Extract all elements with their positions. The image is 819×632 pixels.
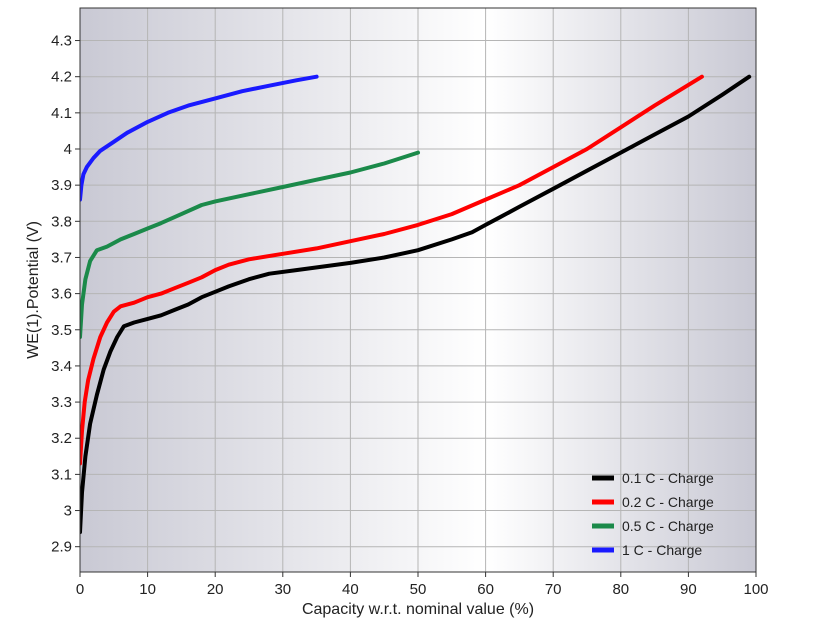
y-tick-label: 3.3 <box>51 394 72 411</box>
legend-label-0: 0.1 C - Charge <box>622 470 714 486</box>
x-tick-label: 40 <box>342 581 359 598</box>
x-tick-label: 50 <box>410 581 427 598</box>
legend-label-3: 1 C - Charge <box>622 542 702 558</box>
y-axis: 2.9 3 3.1 3.2 3.3 3.4 3.5 3.6 3.7 3.8 3.9 4 4.1 4.2 4.… <box>51 33 80 556</box>
x-tick-label: 20 <box>207 581 224 598</box>
y-tick-label: 3 <box>64 503 72 520</box>
y-tick-label: 3.7 <box>51 249 72 266</box>
legend-label-2: 0.5 C - Charge <box>622 518 714 534</box>
y-tick-label: 4 <box>64 141 72 158</box>
y-tick-label: 3.5 <box>51 322 72 339</box>
x-tick-label: 30 <box>274 581 291 598</box>
y-tick-label: 3.9 <box>51 177 72 194</box>
series-line-2 <box>80 150 420 339</box>
y-tick-label: 2.9 <box>51 539 72 556</box>
x-tick-label: 60 <box>477 581 494 598</box>
y-tick-label: 4.1 <box>51 105 72 122</box>
y-tick-label: 3.1 <box>51 466 72 483</box>
x-axis: 0 10 20 30 40 50 60 70 80 90 100 <box>76 572 769 598</box>
legend-label-1: 0.2 C - Charge <box>622 494 714 510</box>
x-tick-label: 70 <box>545 581 562 598</box>
y-axis-label: WE(1).Potential (V) <box>25 221 42 359</box>
x-tick-label: 0 <box>76 581 84 598</box>
series-line-1 <box>80 74 704 466</box>
series-layer <box>80 74 752 535</box>
legend: 0.1 C - Charge 0.2 C - Charge 0.5 C - Char… <box>592 470 714 558</box>
x-tick-label: 10 <box>139 581 156 598</box>
series-line-0 <box>80 74 752 535</box>
x-axis-label: Capacity w.r.t. nominal value (%) <box>302 601 534 618</box>
y-tick-label: 4.2 <box>51 69 72 86</box>
series-line-3 <box>80 74 319 202</box>
y-tick-label: 3.2 <box>51 430 72 447</box>
x-tick-label: 80 <box>612 581 629 598</box>
x-tick-label: 100 <box>743 581 768 598</box>
y-tick-label: 4.3 <box>51 33 72 50</box>
y-tick-label: 3.8 <box>51 213 72 230</box>
y-tick-label: 3.4 <box>51 358 72 375</box>
x-tick-label: 90 <box>680 581 697 598</box>
y-tick-label: 3.6 <box>51 286 72 303</box>
